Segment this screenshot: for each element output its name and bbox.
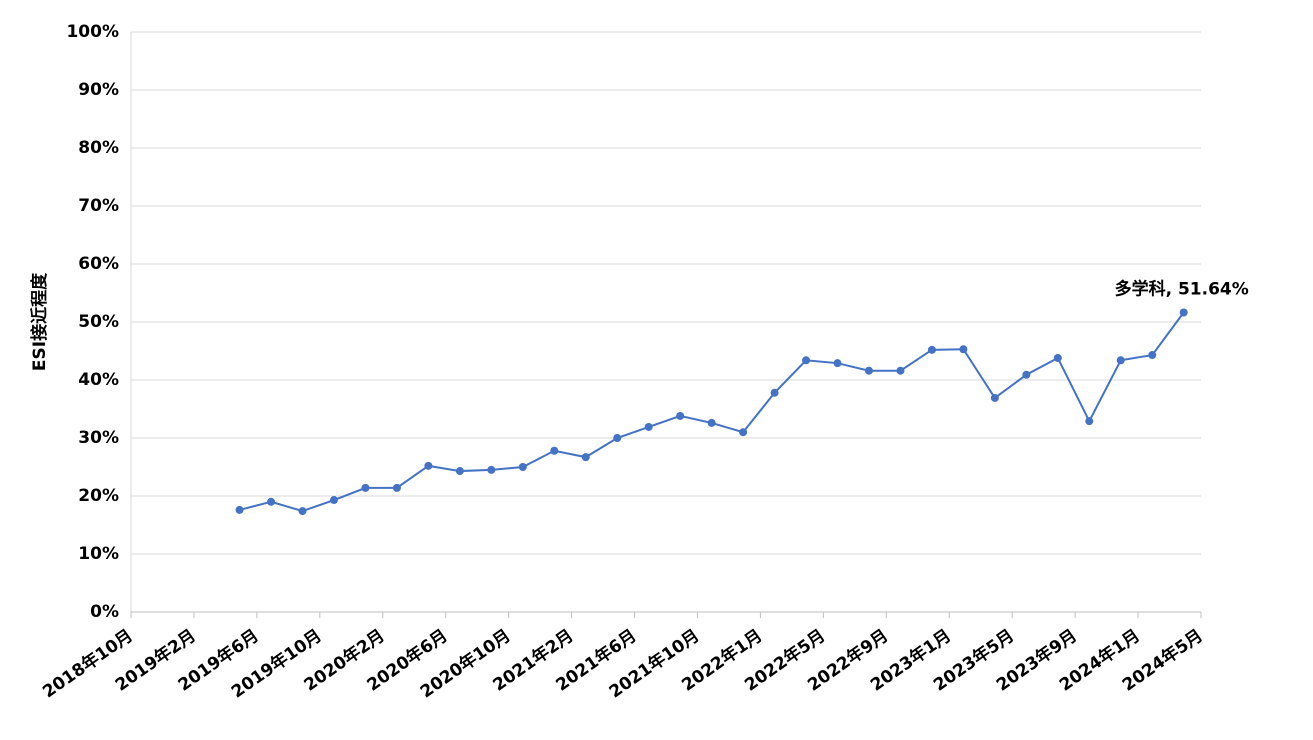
point — [550, 446, 559, 455]
point — [613, 434, 622, 442]
point — [864, 366, 873, 375]
point — [739, 428, 748, 437]
y-axis-label: ESI接近程度 — [29, 272, 50, 371]
point — [455, 467, 464, 476]
point — [361, 483, 370, 492]
point — [518, 463, 527, 471]
point — [1148, 351, 1157, 360]
y-tick-label: 10% — [78, 544, 119, 564]
point — [896, 366, 905, 375]
point — [1022, 370, 1031, 379]
line — [239, 311, 1185, 513]
point — [392, 483, 401, 492]
y-tick-label: 30% — [78, 428, 119, 448]
point — [676, 411, 685, 420]
point — [1179, 308, 1188, 317]
point — [1085, 417, 1094, 426]
point — [959, 345, 968, 354]
y-tick-label: 70% — [78, 196, 119, 216]
point — [298, 507, 307, 516]
point — [267, 497, 276, 506]
data-label: 多学科, 51.64% — [1115, 278, 1249, 299]
point — [833, 359, 842, 368]
point — [990, 393, 999, 402]
point — [802, 356, 811, 365]
y-tick-label: 0% — [90, 602, 119, 622]
point — [424, 461, 433, 470]
point — [707, 418, 716, 427]
y-tick-label: 50% — [78, 312, 119, 332]
point — [1116, 356, 1125, 365]
point — [581, 453, 590, 462]
point — [1053, 353, 1062, 362]
point — [487, 465, 496, 474]
y-tick-label: 90% — [78, 80, 119, 100]
point — [644, 422, 653, 431]
y-tick-label: 60% — [78, 254, 119, 274]
y-tick-label: 20% — [78, 486, 119, 506]
point — [329, 496, 338, 505]
y-tick-label: 40% — [78, 370, 119, 390]
point — [770, 388, 779, 397]
y-tick-label: 80% — [78, 138, 119, 158]
point — [235, 505, 244, 514]
y-tick-label: 100% — [66, 22, 119, 42]
point — [927, 345, 936, 354]
